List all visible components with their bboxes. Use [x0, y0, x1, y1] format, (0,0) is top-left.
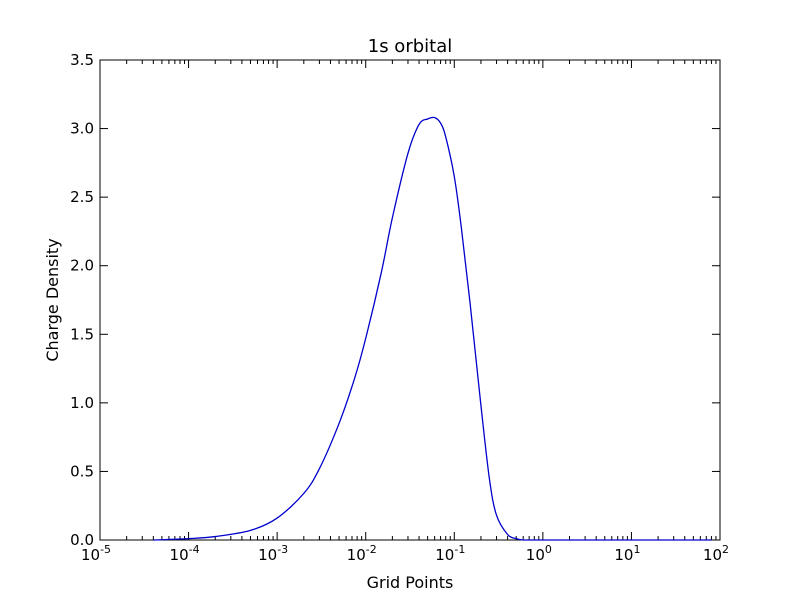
y-tick-label: 1.0: [70, 394, 94, 412]
chart-title: 1s orbital: [368, 36, 452, 57]
x-tick-labels: 10-5 10-4 10-3 10-2 10-1 100 101 102: [81, 543, 729, 564]
x-tick-exponent: -5: [100, 543, 111, 556]
y-tick-label: 3.5: [70, 51, 94, 69]
x-tick-label: 10-5: [81, 543, 111, 564]
x-tick-base: 10: [703, 546, 722, 564]
x-tick-base: 10: [435, 546, 454, 564]
series-line: [153, 116, 712, 541]
x-tick-label: 10-3: [258, 543, 288, 564]
x-tick-exponent: -2: [366, 543, 377, 556]
x-tick-exponent: 0: [545, 543, 552, 556]
x-tick-label: 101: [614, 543, 640, 564]
x-tick-label: 10-2: [347, 543, 377, 564]
x-tick-exponent: -3: [277, 543, 288, 556]
y-axis-label: Charge Density: [43, 238, 62, 361]
y-tick-label: 2.0: [70, 257, 94, 275]
x-tick-exponent: -4: [189, 543, 200, 556]
x-tick-base: 10: [347, 546, 366, 564]
x-tick-exponent: -1: [454, 543, 465, 556]
y-tick-label: 2.5: [70, 188, 94, 206]
x-tick-exponent: 2: [722, 543, 729, 556]
x-tick-label: 10-1: [435, 543, 465, 564]
x-tick-base: 10: [614, 546, 633, 564]
axis-ticks: [99, 59, 721, 541]
x-tick-base: 10: [526, 546, 545, 564]
y-tick-label: 0.0: [70, 531, 94, 549]
x-tick-base: 10: [81, 546, 100, 564]
y-tick-label: 0.5: [70, 462, 94, 480]
y-tick-labels: 0.0 0.5 1.0 1.5 2.0 2.5 3.0 3.5: [70, 51, 94, 549]
y-tick-label: 3.0: [70, 120, 94, 138]
y-tick-label: 1.5: [70, 325, 94, 343]
x-tick-exponent: 1: [633, 543, 640, 556]
plot-area: [99, 59, 721, 541]
x-tick-label: 100: [526, 543, 552, 564]
x-axis-label: Grid Points: [367, 573, 454, 592]
x-tick-label: 102: [703, 543, 729, 564]
x-tick-base: 10: [170, 546, 189, 564]
x-tick-label: 10-4: [170, 543, 200, 564]
x-tick-base: 10: [258, 546, 277, 564]
